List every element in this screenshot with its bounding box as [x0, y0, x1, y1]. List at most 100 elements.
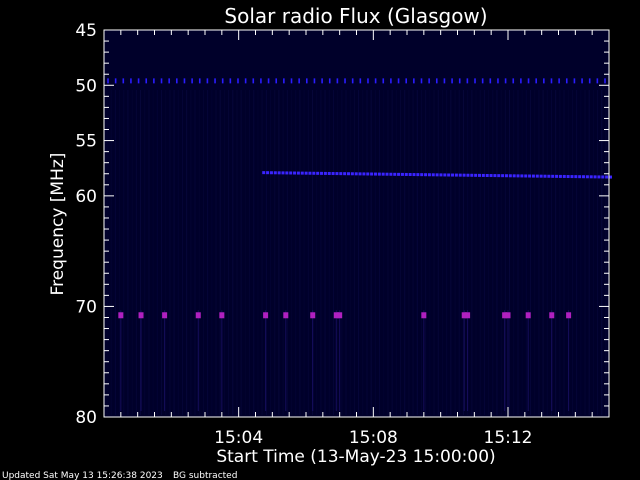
drift-segment: [439, 173, 443, 177]
band-dot: [237, 78, 239, 84]
drift-segment: [424, 173, 428, 177]
drift-segment: [477, 173, 481, 177]
band-dot: [367, 78, 369, 84]
band-dot: [413, 78, 415, 84]
spike-mark: [337, 312, 343, 319]
band-dot: [198, 78, 201, 84]
band-dot: [176, 78, 178, 84]
drift-segment: [570, 175, 574, 179]
drift-segment: [609, 175, 612, 179]
band-dot: [252, 78, 255, 84]
drift-segment: [412, 173, 416, 177]
band-dot: [130, 78, 132, 84]
spike-mark: [118, 312, 124, 319]
drift-segment: [605, 175, 609, 179]
drift-segment: [474, 173, 478, 177]
band-dot: [206, 78, 209, 84]
drift-segment: [504, 174, 508, 178]
spectral-features: [107, 78, 612, 411]
band-dot: [550, 78, 553, 84]
drift-segment: [373, 172, 377, 176]
drift-segment: [543, 174, 547, 178]
drift-segment: [327, 171, 331, 175]
band-dot: [260, 78, 262, 84]
band-dot: [451, 78, 453, 84]
drift-segment: [269, 171, 273, 175]
chart-title: Solar radio Flux (Glasgow): [224, 4, 487, 28]
band-dot: [497, 78, 499, 84]
spike-mark: [465, 312, 471, 319]
drift-segment: [408, 173, 412, 177]
band-dot: [474, 78, 476, 84]
spike-mark: [461, 312, 467, 319]
drift-segment: [539, 174, 543, 178]
drift-segment: [281, 171, 285, 175]
band-dot: [458, 78, 461, 84]
drift-segment: [293, 171, 297, 175]
drift-segment: [316, 171, 320, 175]
drift-segment: [501, 174, 505, 178]
band-dot: [214, 78, 216, 84]
y-tick-label: 60: [75, 187, 97, 207]
drift-segment: [431, 173, 435, 177]
drift-segment: [366, 172, 370, 176]
spike-mark: [310, 312, 316, 319]
drift-segment: [562, 174, 566, 178]
band-dot: [504, 78, 507, 84]
drift-segment: [381, 172, 385, 176]
drift-segment: [350, 172, 354, 176]
y-tick-label: 70: [75, 297, 97, 317]
band-dot: [405, 78, 407, 84]
drift-segment: [362, 172, 366, 176]
spike-mark: [566, 312, 572, 319]
band-dot: [359, 78, 362, 84]
drift-segment: [308, 171, 312, 175]
drift-segment: [470, 173, 474, 177]
spike-mark: [549, 312, 555, 319]
spike-mark: [138, 312, 144, 319]
drift-segment: [485, 173, 489, 177]
footer-updated-text: Updated Sat May 13 15:26:38 2023: [2, 471, 163, 480]
drift-segment: [266, 171, 270, 175]
band-dot: [481, 78, 484, 84]
drift-segment: [508, 174, 512, 178]
drift-segment: [273, 171, 277, 175]
band-dot: [512, 78, 515, 84]
spike-mark: [525, 312, 531, 319]
band-dot: [344, 78, 346, 84]
drift-segment: [551, 174, 555, 178]
drift-segment: [493, 174, 497, 178]
drift-segment: [578, 175, 582, 179]
drift-segment: [574, 175, 578, 179]
drift-segment: [323, 171, 327, 175]
band-dot: [466, 78, 469, 84]
band-dot: [145, 78, 148, 84]
x-tick-label: 15:12: [484, 428, 533, 448]
band-dot: [535, 78, 537, 84]
band-dot: [153, 78, 155, 84]
band-dot: [390, 78, 392, 84]
x-tick-label: 15:04: [214, 428, 263, 448]
band-dot: [596, 78, 599, 84]
drift-segment: [524, 174, 528, 178]
band-dot: [183, 78, 186, 84]
drift-segment: [420, 173, 424, 177]
drift-segment: [285, 171, 289, 175]
drift-segment: [358, 172, 362, 176]
band-dot: [397, 78, 400, 84]
band-dot: [229, 78, 232, 84]
drift-segment: [458, 173, 462, 177]
band-dot: [443, 78, 446, 84]
band-dot: [298, 78, 300, 84]
y-tick-label: 80: [75, 408, 97, 428]
spike-mark: [195, 312, 201, 319]
y-tick-label: 55: [75, 132, 97, 152]
drift-segment: [370, 172, 374, 176]
drift-segment: [547, 174, 551, 178]
drift-segment: [385, 172, 389, 176]
drift-segment: [512, 174, 516, 178]
spike-mark: [283, 312, 289, 319]
spike-mark: [333, 312, 339, 319]
drift-segment: [462, 173, 466, 177]
band-dot: [313, 78, 316, 84]
